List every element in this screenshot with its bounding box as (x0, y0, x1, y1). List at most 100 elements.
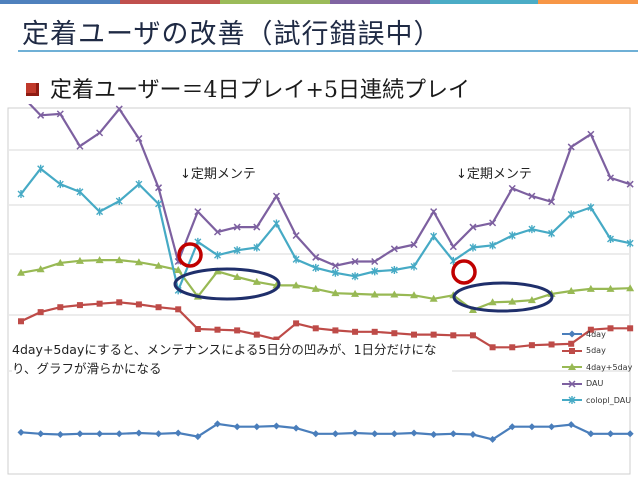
data-point (351, 257, 359, 266)
data-point (449, 243, 457, 251)
data-point (96, 430, 104, 438)
highlight-circle-2 (451, 259, 477, 285)
data-point (37, 164, 45, 173)
data-point (115, 105, 123, 113)
data-point (607, 325, 614, 332)
data-point (76, 142, 84, 150)
data-point (135, 429, 143, 437)
data-point (214, 251, 221, 260)
data-point (75, 256, 84, 264)
data-point (449, 430, 457, 438)
legend-label: 4day+5day (586, 362, 633, 372)
data-point (155, 304, 162, 311)
title-rule (18, 50, 638, 52)
data-point (548, 198, 556, 206)
data-point (56, 110, 64, 118)
data-point (331, 262, 339, 270)
data-point (213, 228, 222, 236)
maintenance-annotation-2: ↓定期メンテ (456, 167, 532, 182)
data-point (489, 219, 497, 227)
data-point (292, 424, 300, 432)
data-point (391, 330, 398, 337)
data-point (469, 430, 477, 438)
legend-item: DAU (562, 376, 632, 393)
data-point (489, 344, 496, 351)
data-point (509, 344, 516, 351)
data-point (606, 174, 615, 182)
data-point (134, 258, 143, 266)
legend-swatch (562, 380, 582, 388)
data-point (95, 256, 104, 264)
data-point (469, 332, 476, 339)
data-point (292, 281, 301, 289)
data-point (548, 229, 556, 238)
data-point (567, 143, 575, 151)
data-point (252, 277, 261, 285)
legend-swatch (562, 363, 582, 371)
data-point (37, 430, 45, 438)
explanation-note: 4day+5dayにすると、メンテナンスによる5日分の凹みが、1日分だけになり、… (12, 340, 452, 378)
data-point (312, 253, 320, 261)
data-point (312, 263, 320, 272)
data-point (76, 302, 83, 309)
series-line-dau (28, 104, 631, 267)
data-point (253, 423, 261, 431)
data-point (17, 190, 25, 199)
data-point (233, 423, 241, 431)
data-point (352, 328, 359, 335)
data-point (17, 428, 25, 436)
data-point (430, 331, 437, 338)
data-point (17, 268, 25, 276)
data-point (410, 429, 418, 437)
data-point (56, 180, 64, 189)
data-point (508, 423, 516, 431)
bullet-icon (26, 83, 39, 96)
data-point (390, 245, 398, 253)
data-point (430, 208, 438, 216)
data-point (390, 265, 398, 274)
data-point (370, 290, 379, 298)
data-point (115, 256, 124, 264)
data-point (292, 255, 300, 264)
data-point (174, 265, 183, 273)
data-point (430, 232, 438, 241)
data-point (233, 246, 241, 255)
data-point (351, 429, 359, 437)
data-point (213, 267, 222, 275)
legend-swatch (562, 330, 582, 338)
data-point (508, 297, 517, 305)
data-point (253, 223, 261, 231)
legend-label: colopl_DAU (586, 395, 632, 405)
data-point (626, 239, 634, 248)
data-point (607, 235, 614, 244)
legend-item: 4day+5day (562, 359, 632, 376)
data-point (410, 262, 418, 271)
data-point (76, 187, 84, 196)
data-point (390, 290, 399, 298)
legend-label: 5day (586, 346, 606, 356)
data-point (214, 420, 221, 428)
data-point (489, 241, 497, 250)
data-point (607, 430, 614, 438)
series-markers (17, 105, 635, 443)
legend-item: colopl_DAU (562, 392, 632, 409)
series-line-colopl-dau (20, 167, 631, 294)
data-point (587, 203, 595, 212)
data-point (155, 184, 163, 192)
data-point (175, 306, 182, 313)
data-point (627, 325, 634, 332)
data-point (331, 268, 339, 277)
data-point (528, 423, 536, 431)
data-point (527, 296, 536, 304)
data-point (450, 332, 457, 339)
data-point (606, 284, 615, 292)
highlight-ellipse-2 (452, 281, 554, 313)
data-point (37, 309, 44, 316)
data-point (586, 284, 595, 292)
data-point (214, 326, 221, 333)
data-point (272, 422, 280, 430)
data-point (312, 430, 320, 438)
legend-swatch (562, 347, 582, 354)
data-point (410, 241, 418, 249)
data-point (57, 304, 64, 311)
